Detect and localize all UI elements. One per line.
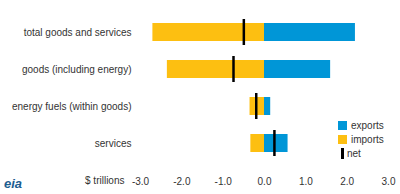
svg-text:-3.0: -3.0 — [132, 176, 150, 187]
svg-text:2.0: 2.0 — [340, 176, 354, 187]
html-text:exports: exports — [351, 119, 384, 131]
svg-text:0.0: 0.0 — [258, 176, 272, 187]
html-text:imports: imports — [351, 133, 384, 145]
svg-text:$ trillions: $ trillions — [85, 175, 124, 186]
svg-text:-1.0: -1.0 — [215, 176, 233, 187]
svg-text:goods (including energy): goods (including energy) — [22, 64, 132, 75]
svg-text:-2.0: -2.0 — [173, 176, 191, 187]
svg-text:energy fuels (within goods): energy fuels (within goods) — [12, 101, 132, 112]
html-text:net: net — [347, 147, 361, 159]
svg-text:3.0: 3.0 — [382, 176, 396, 187]
html-text:eia: eia — [4, 176, 23, 191]
svg-text:1.0: 1.0 — [299, 176, 313, 187]
svg-text:services: services — [95, 138, 132, 149]
svg-text:total goods and services: total goods and services — [24, 27, 132, 38]
